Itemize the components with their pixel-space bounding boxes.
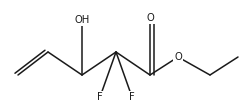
Text: OH: OH: [74, 15, 90, 25]
Text: O: O: [146, 13, 154, 23]
Text: F: F: [97, 92, 103, 102]
Text: F: F: [129, 92, 135, 102]
Text: O: O: [174, 52, 182, 62]
